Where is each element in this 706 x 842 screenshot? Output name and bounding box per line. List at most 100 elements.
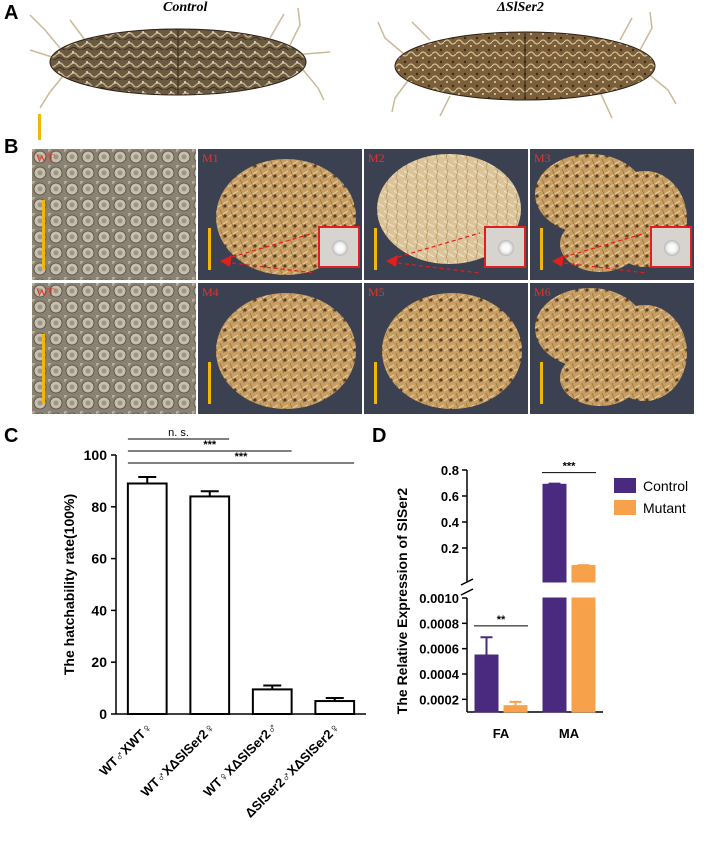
control-title: Control [163,0,208,15]
y-tick-label: 100 [84,447,108,463]
bar [314,700,356,715]
bar [474,654,499,713]
egg-mass-tile: M6 [530,283,694,414]
legend-label: Mutant [643,500,686,516]
y-tick-label: 0.0002 [419,692,459,707]
mutant-title: ΔSlSer2 [497,0,544,15]
panel-c-letter: C [4,425,19,447]
egg-mass-photo [32,283,196,414]
panel-b-letter: B [4,136,19,158]
bar [251,688,293,715]
bar [189,495,231,715]
relative-expression-chart: 0.2 0.4 0.6 0.8 0.0002 0.0004 0.0006 0.0008 0.00… [394,461,688,741]
scale-bar [374,362,377,404]
scale-bar [42,200,45,270]
tile-label: WT [36,285,55,299]
tile-label: M1 [202,151,219,165]
scale-bar [208,362,211,404]
bar-lower [542,597,567,713]
egg-mass-blob [560,350,640,406]
egg-mass-blob [560,216,640,272]
tile-label: M4 [202,285,219,299]
y-axis-label: The hatchability rate(100%) [61,494,77,675]
x-tick-label: WT♂XWT♀ [96,720,155,779]
y-tick-label: 0.6 [441,489,459,504]
egg-mass-tile: M2 [364,149,528,280]
egg-mass-photo [198,283,362,414]
egg-cluster [32,283,196,414]
axis-break-mark [460,578,474,586]
tile-label: M2 [368,151,385,165]
egg-cluster [32,149,196,280]
bar [126,482,168,715]
bar-lower [571,597,596,713]
y-tick-label: 0.8 [441,463,459,478]
axis-break-mark [460,588,474,596]
tile-label: M3 [534,151,551,165]
scale-bar [540,362,543,404]
legend-swatch [614,500,636,515]
egg-mass-tile: M5 [364,283,528,414]
legend-swatch [614,478,636,493]
egg-mass-blob [216,293,356,409]
egg-closeup [498,240,514,256]
y-axis-label: The Relative Expression of SlSer2 [394,488,410,715]
y-tick-label: 0.0008 [419,616,459,631]
x-tick-label: MA [559,726,580,741]
scale-bar [208,228,211,270]
x-tick-label: FA [493,726,510,741]
egg-mass-tile: M3 [530,149,694,280]
hatchability-chart: 0 20 40 60 80 100 The hatchability rate(100%) W… [61,430,366,820]
red-arrow-marker [386,255,398,267]
zoom-inset [650,226,692,268]
legend-label: Control [643,478,688,494]
y-tick-label: 0.4 [441,515,460,530]
egg-closeup [332,240,348,256]
significance-label: *** [235,451,249,463]
egg-mass-photo [530,283,694,414]
bar-upper [542,483,567,583]
bar [503,705,528,713]
significance-label: ** [497,614,506,626]
y-tick-label: 0.0010 [419,591,459,606]
egg-mass-tile: M4 [198,283,362,414]
y-tick-label: 60 [91,551,107,567]
panel-d-letter: D [372,425,387,447]
red-arrow-marker [552,255,564,267]
egg-mass-photo [32,149,196,280]
egg-mass-tile: WT [32,149,196,280]
egg-mass-tile: M1 [198,149,362,280]
tile-label: M5 [368,285,385,299]
zoom-inset [318,226,360,268]
significance-label: *** [563,461,577,473]
y-tick-label: 0.2 [441,541,459,556]
egg-mass-blob [382,293,522,409]
egg-closeup [664,240,680,256]
zoom-inset [484,226,526,268]
significance-label: n. s. [168,430,189,439]
egg-mass-photo [364,283,528,414]
inset-guide-line [563,232,647,258]
tile-label: M6 [534,285,551,299]
mutant-moth-pair [377,11,677,119]
y-tick-label: 20 [91,654,107,670]
significance-label: *** [203,439,217,451]
panel-a-letter: A [4,2,19,24]
egg-mass-photo [198,149,362,280]
inset-guide-line [231,232,315,258]
bar-upper [571,565,596,583]
y-tick-label: 0 [99,706,107,722]
y-tick-label: 80 [91,499,107,515]
panel-a-moth-photos [29,7,677,119]
scale-bar [540,228,543,270]
panel-a-scale-bar [38,114,41,140]
control-moth-pair [29,7,331,109]
y-tick-label: 0.0004 [419,667,460,682]
egg-mass-tile: WT [32,283,196,414]
y-tick-label: 0.0006 [419,642,459,657]
scale-bar [42,334,45,404]
y-tick-label: 40 [91,602,107,618]
scale-bar [374,228,377,270]
tile-label: WT [36,151,55,165]
red-arrow-marker [220,255,232,267]
